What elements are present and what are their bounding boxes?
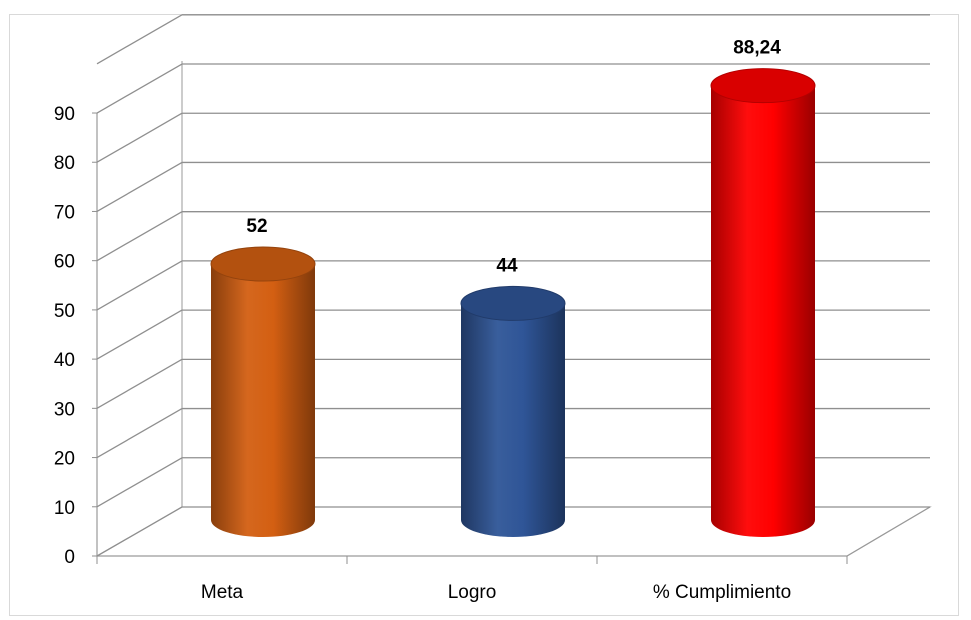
gridline-diagonal [96, 112, 183, 163]
bar-1 [210, 246, 316, 537]
gridline-diagonal [96, 211, 183, 262]
y-tick-label: 0 [64, 547, 75, 568]
y-tick-label: 20 [54, 449, 75, 470]
bars [210, 68, 816, 538]
data-labels: 52 44 88,24 [246, 38, 781, 277]
y-tick-label: 30 [54, 399, 75, 420]
y-axis-ticks: 0 10 20 30 40 50 60 70 80 90 [54, 104, 97, 568]
bar-body [711, 85, 815, 538]
data-label: 88,24 [733, 38, 781, 59]
data-label: 52 [246, 216, 267, 237]
y-tick-label: 60 [54, 252, 75, 273]
gridline-diagonal [96, 260, 183, 311]
bar-2 [460, 285, 566, 537]
x-category-label: Logro [448, 582, 497, 603]
gridline-diagonal [96, 407, 183, 459]
bar-top [710, 68, 816, 104]
gridline-diagonal [96, 161, 183, 213]
y-tick-label: 10 [54, 498, 75, 519]
y-tick-label: 80 [54, 153, 75, 174]
gridline-diagonal [96, 506, 183, 557]
x-category-label: % Cumplimiento [653, 582, 791, 603]
y-tick-label: 90 [54, 104, 75, 125]
gridline-diagonal [96, 14, 183, 65]
bar-body [211, 264, 315, 537]
gridline-diagonal [96, 309, 183, 360]
gridline-diagonal [96, 358, 183, 409]
y-tick-label: 40 [54, 350, 75, 371]
y-tick-label: 50 [54, 301, 75, 322]
bar-top [210, 246, 316, 282]
x-axis-categories: Meta Logro % Cumplimiento [96, 556, 848, 603]
bar-3 [710, 68, 816, 538]
bar-top [460, 285, 566, 321]
bar-body [461, 303, 565, 537]
gridline-diagonal [96, 457, 183, 508]
y-tick-label: 70 [54, 202, 75, 223]
data-label: 44 [496, 255, 518, 276]
x-category-label: Meta [201, 582, 244, 603]
gridline-diagonal [96, 63, 183, 114]
